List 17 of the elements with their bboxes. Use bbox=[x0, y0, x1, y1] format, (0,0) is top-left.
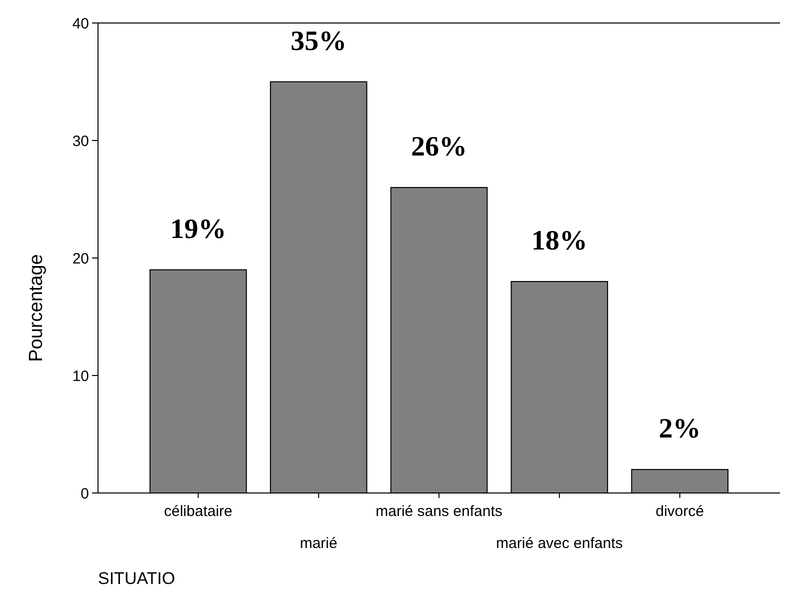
x-tick-label: divorcé bbox=[656, 503, 704, 520]
data-label: 19% bbox=[170, 214, 226, 245]
x-axis-title: SITUATIO bbox=[98, 569, 176, 588]
y-axis-title: Pourcentage bbox=[26, 254, 47, 362]
data-label: 18% bbox=[531, 226, 588, 256]
y-tick-label: 0 bbox=[80, 485, 89, 502]
x-tick-label: marié avec enfants bbox=[496, 535, 623, 552]
data-label: 26% bbox=[411, 132, 467, 162]
data-label: 35% bbox=[290, 26, 347, 57]
x-tick-label: marié bbox=[300, 535, 338, 552]
y-tick-label: 30 bbox=[72, 132, 89, 150]
y-tick-label: 40 bbox=[72, 15, 89, 32]
y-tick-label: 10 bbox=[72, 368, 89, 385]
x-tick-label: célibataire bbox=[164, 503, 232, 520]
y-tick-label: 20 bbox=[72, 250, 89, 268]
x-tick-label: marié sans enfants bbox=[376, 503, 502, 520]
data-label: 2% bbox=[658, 414, 701, 444]
